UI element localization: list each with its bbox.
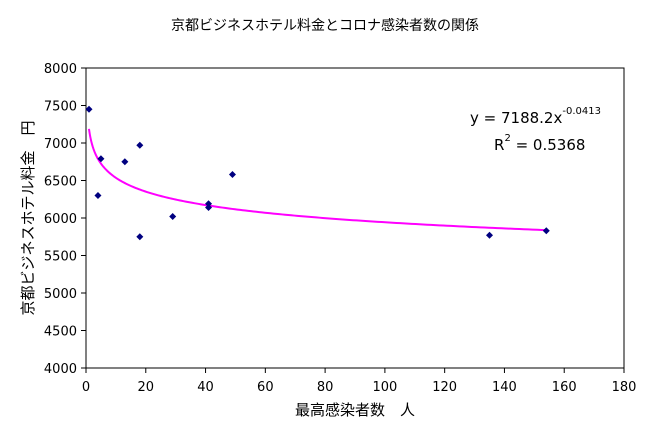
data-point-7 [205,204,213,211]
x-tick-label-7: 140 [492,380,517,395]
y-axis-title: 京都ビジネスホテル料金 円 [19,120,37,315]
y-tick-label-6: 7000 [44,137,77,152]
data-point-1 [94,192,102,199]
x-tick-label-0: 0 [82,380,90,395]
data-point-0 [85,105,93,113]
data-point-5 [136,141,144,149]
y-tick-label-2: 5000 [44,287,77,302]
x-tick-label-6: 120 [432,380,457,395]
data-point-10 [486,231,493,239]
power-trendline [87,128,547,232]
data-point-9 [228,171,236,178]
data-point-4 [136,233,144,241]
x-tick-label-1: 20 [138,380,155,395]
trendline-group [87,128,547,232]
r-squared-prefix: R [494,136,504,154]
data-points [85,105,550,241]
x-tick-label-8: 160 [552,380,577,395]
x-tick-label-3: 60 [257,380,274,395]
r-squared-value: = 0.5368 [511,136,586,154]
data-point-8 [205,200,213,208]
x-tick-label-5: 100 [372,380,397,395]
y-tick-label-7: 7500 [44,100,77,115]
trend-equation: y = 7188.2x-0.0413 [470,106,601,127]
y-tick-label-3: 5500 [44,250,77,265]
r-squared-superscript: 2 [504,133,510,144]
x-tick-label-9: 180 [612,380,637,395]
data-point-2 [97,155,105,163]
y-tick-label-5: 6500 [44,175,77,190]
r-squared-label: R2 = 0.5368 [494,133,585,154]
y-tick-label-4: 6000 [44,212,77,227]
x-tick-label-2: 40 [197,380,214,395]
chart-title: 京都ビジネスホテル料金とコロナ感染者数の関係 [171,17,479,34]
data-point-11 [542,227,550,235]
y-tick-label-1: 4500 [44,325,77,340]
trend-equation-base: y = 7188.2x [470,109,562,127]
x-tick-label-4: 80 [317,380,334,395]
trend-equation-exponent: -0.0413 [562,106,601,117]
data-point-6 [169,213,177,220]
x-axis-title: 最高感染者数 人 [295,401,415,419]
data-point-3 [121,158,129,166]
y-tick-label-8: 8000 [44,62,77,77]
axis-ticks: 0 20 40 60 80 100 120 140 160 180 4000 4500 5000 5500… [44,62,637,395]
y-tick-label-0: 4000 [44,362,77,377]
